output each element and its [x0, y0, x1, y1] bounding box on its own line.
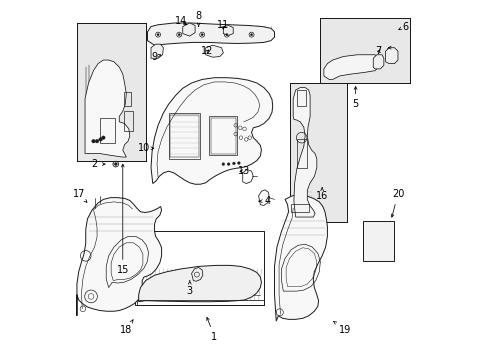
Bar — [296, 139, 306, 168]
Polygon shape — [183, 23, 195, 36]
Circle shape — [237, 162, 240, 165]
Bar — [100, 118, 114, 143]
Text: 9: 9 — [151, 51, 161, 62]
Text: 5: 5 — [352, 87, 358, 109]
Bar — [168, 113, 200, 159]
Text: 14: 14 — [175, 16, 187, 26]
Bar — [320, 18, 409, 83]
Circle shape — [92, 139, 95, 143]
Polygon shape — [151, 78, 272, 184]
Text: 10: 10 — [138, 143, 153, 153]
Text: 4: 4 — [258, 196, 270, 206]
Bar — [320, 18, 409, 83]
Polygon shape — [223, 26, 233, 35]
Bar — [290, 204, 308, 212]
Text: 7: 7 — [375, 46, 381, 56]
Polygon shape — [323, 55, 378, 80]
Bar — [210, 118, 235, 154]
Circle shape — [178, 33, 180, 36]
Polygon shape — [85, 60, 130, 157]
Bar — [123, 92, 131, 106]
Polygon shape — [151, 44, 163, 58]
Polygon shape — [205, 45, 223, 57]
Bar — [296, 90, 305, 106]
Bar — [170, 115, 199, 157]
Polygon shape — [147, 23, 274, 45]
Text: 19: 19 — [333, 321, 350, 335]
Circle shape — [227, 163, 229, 166]
Text: 17: 17 — [72, 189, 87, 202]
Circle shape — [114, 163, 117, 166]
Bar — [209, 117, 237, 155]
Text: 8: 8 — [195, 11, 201, 27]
Bar — [135, 231, 264, 305]
Text: 16: 16 — [315, 188, 327, 201]
Polygon shape — [139, 265, 261, 302]
Bar — [290, 83, 346, 222]
Text: 3: 3 — [186, 280, 192, 296]
Circle shape — [99, 138, 102, 141]
Bar — [290, 83, 346, 222]
Text: 2: 2 — [91, 159, 105, 169]
Text: 1: 1 — [206, 318, 217, 342]
Text: 6: 6 — [398, 22, 407, 32]
Bar — [362, 221, 394, 261]
Circle shape — [225, 33, 227, 36]
Polygon shape — [77, 198, 161, 316]
Polygon shape — [385, 48, 397, 64]
Polygon shape — [293, 87, 316, 217]
Bar — [77, 23, 145, 161]
Text: 15: 15 — [116, 164, 129, 275]
Text: 11: 11 — [217, 20, 229, 30]
Polygon shape — [372, 55, 383, 69]
Text: 12: 12 — [201, 46, 213, 56]
Polygon shape — [274, 195, 327, 321]
Circle shape — [222, 163, 224, 166]
Circle shape — [157, 33, 159, 36]
Bar — [77, 23, 145, 161]
Bar — [123, 111, 132, 131]
Circle shape — [201, 33, 203, 36]
Circle shape — [95, 139, 99, 143]
Text: 20: 20 — [390, 189, 403, 217]
Circle shape — [102, 136, 105, 139]
Circle shape — [232, 162, 235, 165]
Text: 13: 13 — [238, 166, 250, 176]
Text: 18: 18 — [120, 320, 133, 335]
Circle shape — [250, 33, 252, 36]
